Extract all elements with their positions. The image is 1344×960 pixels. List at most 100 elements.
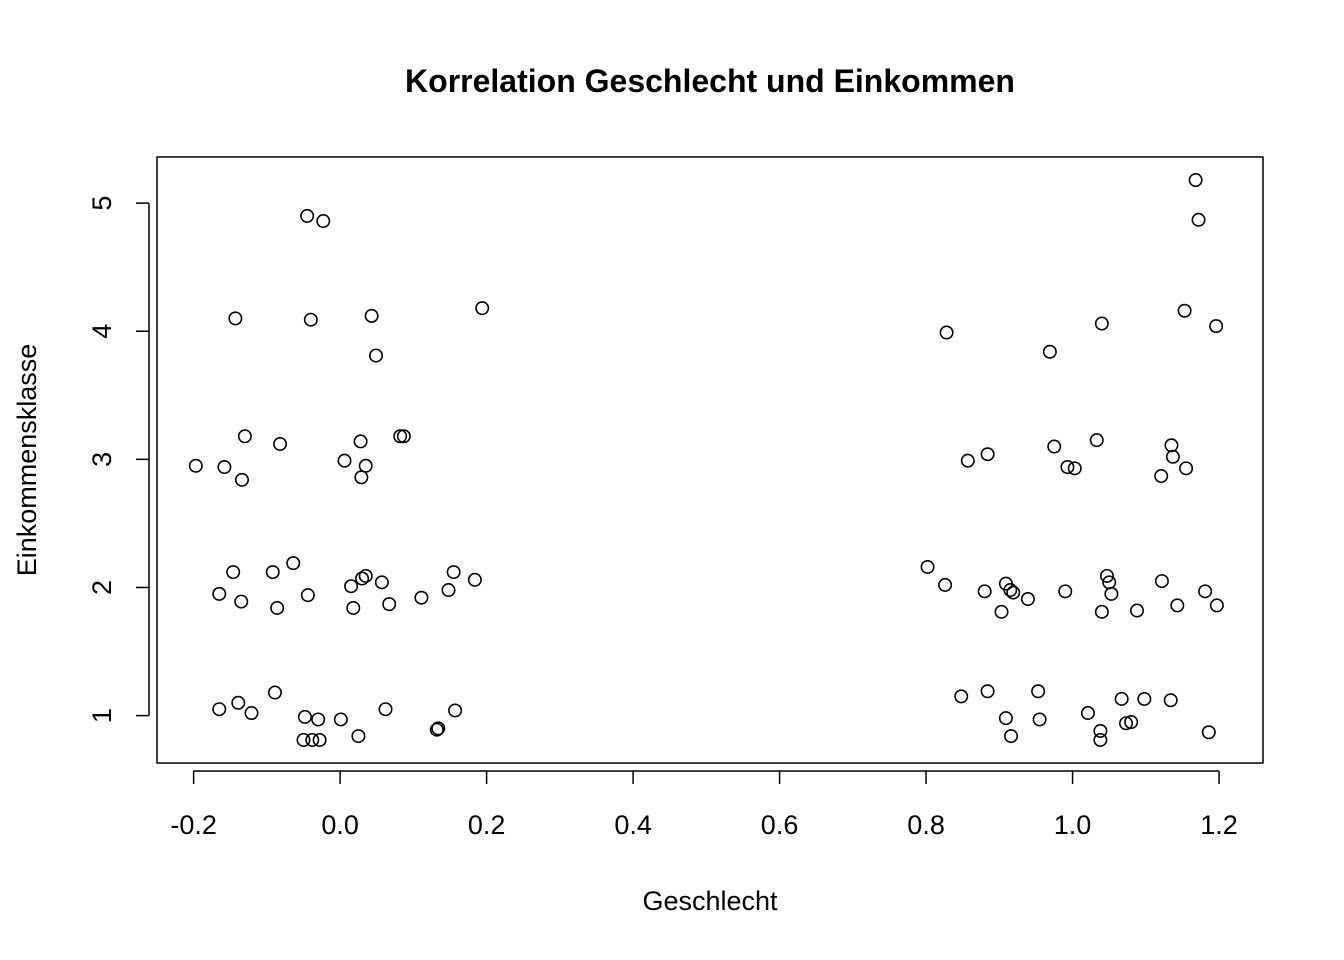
data-point xyxy=(1104,586,1119,601)
data-point xyxy=(270,600,285,615)
data-point xyxy=(1188,173,1203,188)
data-point xyxy=(344,579,359,594)
x-tick-label: 0.6 xyxy=(761,810,799,840)
data-point xyxy=(1032,712,1047,727)
x-axis: -0.2 0.0 0.2 0.4 0.6 0.8 1.0 1.2 xyxy=(170,770,1238,840)
data-point xyxy=(1209,319,1224,334)
data-point xyxy=(954,689,969,704)
data-point xyxy=(980,447,995,462)
data-point xyxy=(446,565,461,580)
data-point xyxy=(1165,449,1180,464)
data-point xyxy=(1170,598,1185,613)
data-point xyxy=(475,301,490,316)
data-point xyxy=(441,583,456,598)
y-tick-label: 2 xyxy=(87,580,117,595)
data-point xyxy=(998,711,1013,726)
data-point xyxy=(226,565,241,580)
chart-title: Korrelation Geschlecht und Einkommen xyxy=(405,63,1015,99)
data-point xyxy=(960,453,975,468)
data-point xyxy=(1114,691,1129,706)
data-point xyxy=(303,312,318,327)
data-point xyxy=(994,604,1009,619)
data-point xyxy=(1164,438,1179,453)
data-point xyxy=(1137,691,1152,706)
data-point xyxy=(1089,433,1104,448)
data-point xyxy=(300,208,315,223)
data-point xyxy=(431,721,446,736)
data-point xyxy=(977,584,992,599)
data-point xyxy=(396,429,411,444)
y-tick-label: 3 xyxy=(87,452,117,467)
data-point xyxy=(374,575,389,590)
data-point xyxy=(939,325,954,340)
x-tick-label: 1.0 xyxy=(1054,810,1092,840)
data-point xyxy=(429,722,444,737)
data-point xyxy=(234,594,249,609)
data-point xyxy=(1006,585,1021,600)
x-tick-label: 0.4 xyxy=(614,810,652,840)
x-tick-label: 0.0 xyxy=(321,810,359,840)
data-point xyxy=(212,702,227,717)
data-point xyxy=(1093,723,1108,738)
data-point xyxy=(312,732,327,747)
data-point xyxy=(1154,574,1169,589)
data-point xyxy=(1058,584,1073,599)
data-point xyxy=(1119,716,1134,731)
data-point xyxy=(355,571,370,586)
data-point xyxy=(393,429,408,444)
x-tick-label: -0.2 xyxy=(170,810,217,840)
data-point xyxy=(1179,461,1194,476)
data-point xyxy=(1130,603,1145,618)
data-point xyxy=(920,559,935,574)
data-point xyxy=(333,712,348,727)
data-point xyxy=(1198,584,1213,599)
data-point xyxy=(938,577,953,592)
data-point xyxy=(1003,583,1018,598)
data-point xyxy=(980,684,995,699)
data-point xyxy=(467,572,482,587)
data-point xyxy=(1099,568,1114,583)
data-point xyxy=(305,732,320,747)
data-point xyxy=(231,695,246,710)
data-point xyxy=(353,434,368,449)
data-point xyxy=(1031,684,1046,699)
data-point xyxy=(267,685,282,700)
data-point xyxy=(369,348,384,363)
data-point xyxy=(316,214,331,229)
data-point xyxy=(337,453,352,468)
data-point xyxy=(414,590,429,605)
data-point xyxy=(212,586,227,601)
data-point xyxy=(378,702,393,717)
data-point xyxy=(351,729,366,744)
data-point xyxy=(286,556,301,571)
data-point xyxy=(228,311,243,326)
data-point xyxy=(358,568,373,583)
y-axis-label: Einkommensklasse xyxy=(12,344,42,577)
data-point xyxy=(311,712,326,727)
data-point xyxy=(300,588,315,603)
x-tick-label: 0.2 xyxy=(468,810,506,840)
data-point xyxy=(1191,212,1206,227)
data-points xyxy=(188,173,1224,747)
data-point xyxy=(354,470,369,485)
data-point xyxy=(1020,592,1035,607)
data-point xyxy=(1201,725,1216,740)
data-point xyxy=(234,472,249,487)
data-point xyxy=(188,458,203,473)
data-point xyxy=(1047,439,1062,454)
data-point xyxy=(1080,706,1095,721)
data-point xyxy=(265,565,280,580)
x-tick-label: 0.8 xyxy=(907,810,945,840)
data-point xyxy=(382,597,397,612)
data-point xyxy=(244,706,259,721)
data-point xyxy=(1154,469,1169,484)
data-point xyxy=(1042,344,1057,359)
data-point xyxy=(346,600,361,615)
data-point xyxy=(1067,461,1082,476)
y-tick-label: 4 xyxy=(87,324,117,339)
y-axis: 1 2 3 4 5 xyxy=(87,196,150,723)
data-point xyxy=(1209,598,1224,613)
data-point xyxy=(1124,715,1139,730)
data-point xyxy=(237,429,252,444)
